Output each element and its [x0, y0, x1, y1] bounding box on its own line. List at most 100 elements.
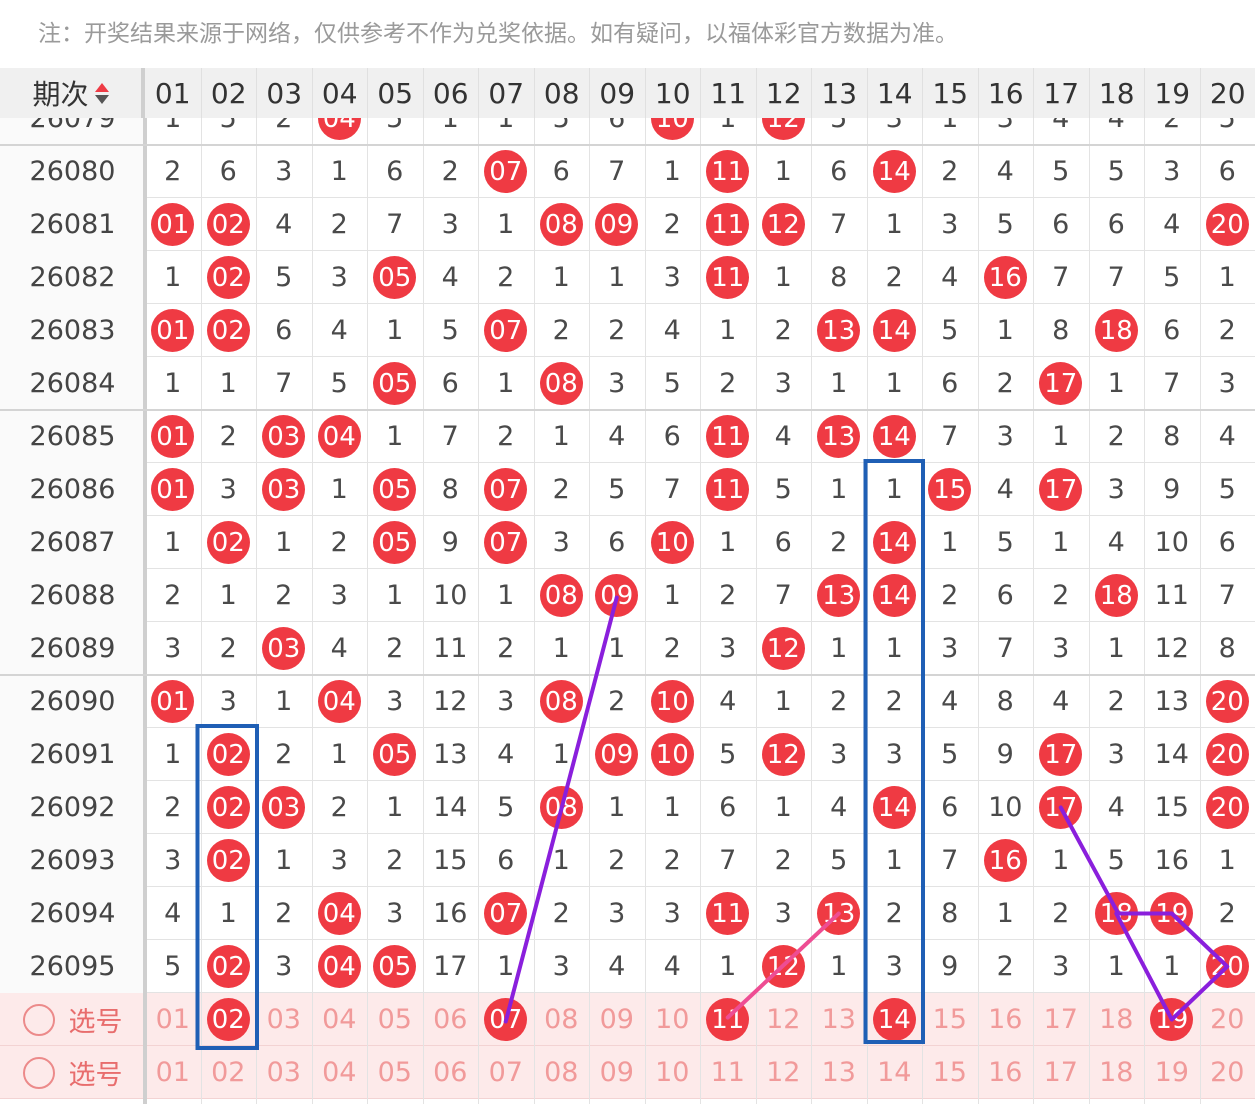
pick-number[interactable]: 02: [211, 1057, 246, 1088]
pick-number[interactable]: 04: [322, 1004, 357, 1035]
pick-number[interactable]: 14: [877, 1057, 912, 1088]
omission-count: 15: [433, 845, 468, 876]
omission-count: 2: [1052, 580, 1070, 611]
pick-number[interactable]: 10: [655, 1004, 690, 1035]
pick-number[interactable]: 16: [988, 1004, 1023, 1035]
omission-count: 5: [164, 951, 182, 982]
pick-number[interactable]: 11: [710, 1057, 745, 1088]
pick-number[interactable]: 20: [1210, 1057, 1245, 1088]
omission-count: 1: [1052, 421, 1070, 452]
table-row: [0, 675, 1255, 728]
column-header-number: 03: [256, 68, 312, 118]
omission-count: 3: [330, 580, 348, 611]
ball-number: 11: [706, 998, 750, 1041]
omission-count: 1: [774, 686, 792, 717]
omission-count: 1: [774, 262, 792, 293]
omission-count: 2: [663, 633, 681, 664]
omission-count: 1: [1107, 633, 1125, 664]
column-header-number: 06: [422, 68, 478, 118]
column-header-number: 11: [700, 68, 756, 118]
pick-selector[interactable]: 选号: [0, 1046, 145, 1099]
pick-number[interactable]: 07: [488, 1057, 523, 1088]
omission-count: 3: [552, 951, 570, 982]
omission-count: 2: [275, 898, 293, 929]
omission-count: 1: [275, 527, 293, 558]
pick-number[interactable]: 13: [821, 1057, 856, 1088]
pick-number[interactable]: 08: [544, 1057, 579, 1088]
period-number: 26082: [29, 262, 116, 293]
pick-number[interactable]: 06: [433, 1057, 468, 1088]
ball-number: 14: [872, 521, 916, 564]
pick-number[interactable]: 13: [821, 1004, 856, 1035]
omission-count: 4: [663, 951, 681, 982]
pick-number[interactable]: 01: [155, 1057, 190, 1088]
pick-number[interactable]: 09: [599, 1004, 634, 1035]
pick-number[interactable]: 17: [1043, 1057, 1078, 1088]
sort-ascending-icon[interactable]: [94, 82, 109, 92]
period-number: 26081: [29, 209, 116, 240]
omission-count: 1: [1218, 262, 1236, 293]
pick-number[interactable]: 17: [1043, 1004, 1078, 1035]
omission-count: 5: [275, 262, 293, 293]
omission-count: 10: [433, 580, 468, 611]
drawn-number-ball: 05: [367, 357, 423, 410]
omission-count: 1: [164, 262, 182, 293]
pick-number[interactable]: 05: [377, 1004, 412, 1035]
pick-number[interactable]: 03: [266, 1004, 301, 1035]
omission-count: 2: [552, 898, 570, 929]
ball-number: 14: [872, 309, 916, 352]
pick-number[interactable]: 08: [544, 1004, 579, 1035]
column-divider: [478, 68, 479, 1104]
omission-count: 3: [941, 209, 959, 240]
omission-count: 7: [941, 845, 959, 876]
pick-number[interactable]: 09: [599, 1057, 634, 1088]
pick-number[interactable]: 19: [1154, 1057, 1189, 1088]
ball-number: 01: [151, 415, 195, 458]
drawn-number-ball: 11: [700, 410, 756, 463]
column-header-number: 20: [1199, 68, 1255, 118]
period-header-sort-button[interactable]: 期次: [0, 68, 145, 118]
pick-number[interactable]: 10: [655, 1057, 690, 1088]
drawn-number-ball: 17: [1033, 728, 1089, 781]
pick-number[interactable]: 16: [988, 1057, 1023, 1088]
drawn-number-ball: 01: [145, 304, 201, 357]
pick-number[interactable]: 01: [155, 1004, 190, 1035]
drawn-number-ball: 15: [922, 463, 978, 516]
drawn-number-ball: 20: [1200, 728, 1255, 781]
pick-number[interactable]: 18: [1099, 1057, 1134, 1088]
omission-count: 4: [330, 315, 348, 346]
omission-count: 16: [1154, 845, 1189, 876]
pick-number[interactable]: 15: [932, 1057, 967, 1088]
sort-descending-icon[interactable]: [94, 94, 109, 104]
selected-pick-number[interactable]: 14: [867, 993, 923, 1046]
omission-count: 4: [608, 951, 626, 982]
sort-up-down-icon[interactable]: [94, 82, 109, 104]
pick-number[interactable]: 04: [322, 1057, 357, 1088]
omission-count: 1: [608, 792, 626, 823]
selected-pick-number[interactable]: 11: [700, 993, 756, 1046]
radio-circle-icon[interactable]: [22, 1003, 55, 1036]
omission-count: 4: [941, 262, 959, 293]
drawn-number-ball: 01: [145, 463, 201, 516]
radio-circle-icon[interactable]: [22, 1056, 55, 1089]
pick-selector[interactable]: 选号: [0, 993, 145, 1046]
pick-number[interactable]: 12: [766, 1004, 801, 1035]
column-header-number: 14: [866, 68, 922, 118]
omission-count: 1: [275, 686, 293, 717]
column-divider: [256, 68, 257, 1104]
pick-number[interactable]: 05: [377, 1057, 412, 1088]
pick-number[interactable]: 15: [932, 1004, 967, 1035]
omission-count: 4: [774, 421, 792, 452]
pick-number[interactable]: 18: [1099, 1004, 1134, 1035]
pick-number[interactable]: 20: [1210, 1004, 1245, 1035]
pick-number[interactable]: 12: [766, 1057, 801, 1088]
omission-count: 1: [996, 898, 1014, 929]
selected-pick-number[interactable]: 07: [478, 993, 534, 1046]
omission-count: 2: [386, 633, 404, 664]
selected-pick-number[interactable]: 19: [1144, 993, 1200, 1046]
pick-number[interactable]: 06: [433, 1004, 468, 1035]
pick-number[interactable]: 03: [266, 1057, 301, 1088]
selected-pick-number[interactable]: 02: [201, 993, 257, 1046]
period-number: 26094: [29, 898, 116, 929]
omission-count: 3: [219, 686, 237, 717]
